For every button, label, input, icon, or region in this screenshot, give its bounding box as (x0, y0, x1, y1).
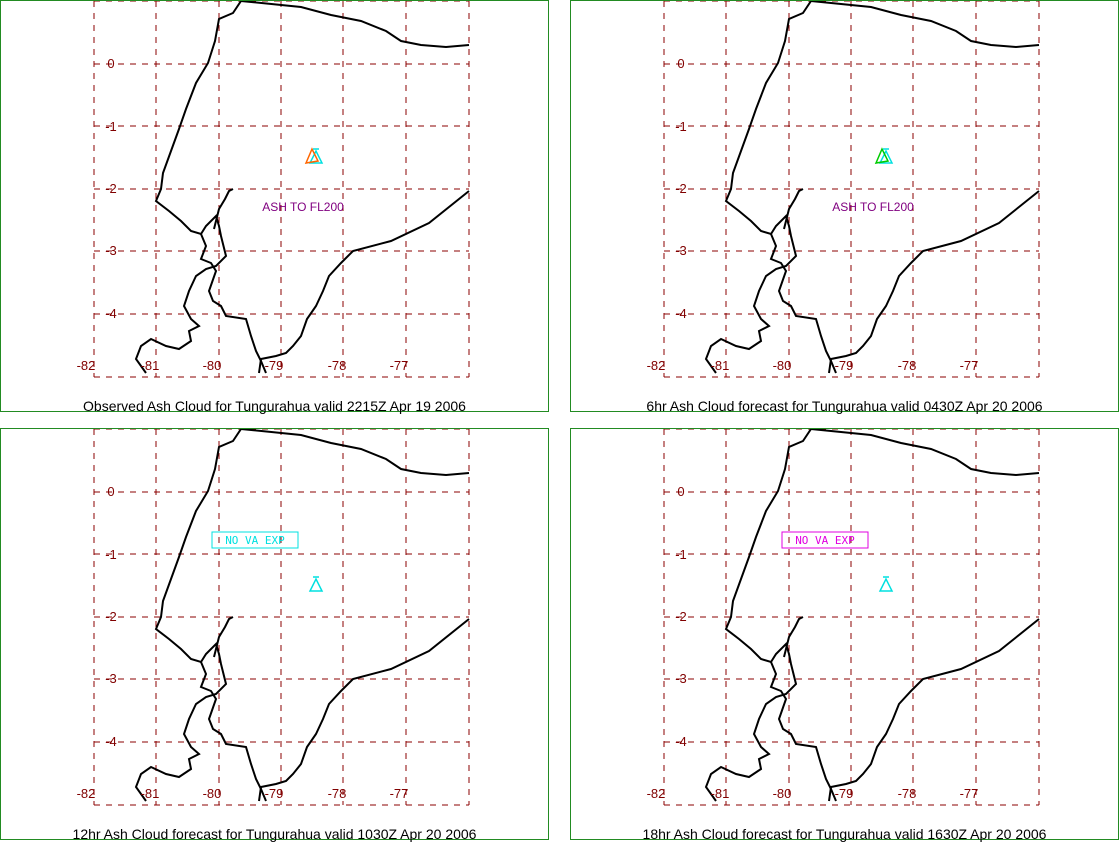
lat-tick-label: -3 (675, 243, 687, 258)
lon-tick-label: -80 (203, 358, 222, 373)
lon-tick-label: -82 (77, 786, 96, 801)
no-va-label: NO VA EXP (225, 534, 285, 547)
panel-caption: Observed Ash Cloud for Tungurahua valid … (83, 398, 466, 414)
ash-cloud-outline (304, 147, 320, 164)
coastline (783, 616, 804, 658)
map-panel: -82 -81 -80 -79 -78 -77 0 -1 -2 -3 -4 NO VA EXP 18hr… (570, 428, 1119, 842)
lat-tick-label: -1 (105, 547, 117, 562)
lat-tick-label: 0 (677, 56, 684, 71)
volcano-icon (878, 148, 894, 164)
lon-tick-label: -77 (960, 358, 979, 373)
coastline (134, 1, 242, 374)
no-va-label: NO VA EXP (795, 534, 855, 547)
coastline (213, 188, 234, 230)
lat-tick-label: -1 (675, 119, 687, 134)
lon-tick-label: -77 (960, 786, 979, 801)
coastline (828, 618, 1040, 802)
lat-tick-label: -4 (105, 306, 117, 321)
lon-tick-label: -79 (265, 358, 284, 373)
lat-tick-label: -2 (675, 181, 687, 196)
map-panel: -82 -81 -80 -79 -78 -77 0 -1 -2 -3 -4 NO VA EXP 12hr… (0, 428, 549, 842)
lat-tick-label: -1 (675, 547, 687, 562)
coastline (769, 233, 837, 374)
ash-cloud-outline (874, 147, 890, 164)
lon-tick-label: -78 (328, 358, 347, 373)
panel-caption: 6hr Ash Cloud forecast for Tungurahua va… (646, 398, 1043, 414)
lon-tick-label: -78 (898, 786, 917, 801)
map-canvas: -82 -81 -80 -79 -78 -77 0 -1 -2 -3 -4 ASH TO FL200 (77, 1, 470, 378)
lat-tick-label: -3 (675, 671, 687, 686)
coastline (769, 661, 837, 802)
coastline (704, 429, 812, 802)
lat-tick-label: -2 (675, 609, 687, 624)
lon-tick-label: -77 (390, 358, 409, 373)
ash-altitude-label: ASH TO FL200 (262, 200, 344, 214)
lon-tick-label: -77 (390, 786, 409, 801)
volcano-icon (308, 148, 324, 164)
lon-tick-label: -81 (711, 786, 730, 801)
lon-tick-label: -80 (773, 786, 792, 801)
lon-tick-label: -81 (141, 358, 160, 373)
lon-tick-label: -82 (647, 358, 666, 373)
ash-altitude-label: ASH TO FL200 (832, 200, 914, 214)
lat-tick-label: -4 (105, 734, 117, 749)
lon-tick-label: -82 (77, 358, 96, 373)
coastline (199, 233, 267, 374)
map-panel: -82 -81 -80 -79 -78 -77 0 -1 -2 -3 -4 ASH TO FL200 6… (570, 0, 1119, 414)
lon-tick-label: -78 (898, 358, 917, 373)
coastline (704, 1, 812, 374)
lat-tick-label: -4 (675, 734, 687, 749)
coastline (810, 1, 1040, 49)
map-canvas: -82 -81 -80 -79 -78 -77 0 -1 -2 -3 -4 NO VA EXP (77, 429, 470, 806)
lon-tick-label: -81 (711, 358, 730, 373)
lon-tick-label: -79 (265, 786, 284, 801)
lat-tick-label: -3 (105, 243, 117, 258)
coastline (258, 618, 470, 802)
lon-tick-label: -79 (835, 358, 854, 373)
map-panel: -82 -81 -80 -79 -78 -77 0 -1 -2 -3 -4 ASH TO FL200 O… (0, 0, 549, 414)
lat-tick-label: -4 (675, 306, 687, 321)
lat-tick-label: -2 (105, 181, 117, 196)
lon-tick-label: -80 (773, 358, 792, 373)
coastline (213, 616, 234, 658)
map-canvas: -82 -81 -80 -79 -78 -77 0 -1 -2 -3 -4 NO VA EXP (647, 429, 1040, 806)
coastline (199, 661, 267, 802)
lon-tick-label: -82 (647, 786, 666, 801)
no-va-box (211, 531, 299, 549)
volcano-icon (878, 576, 894, 592)
coastline (240, 429, 470, 477)
lat-tick-label: -1 (105, 119, 117, 134)
coastline (258, 190, 470, 374)
lat-tick-label: 0 (107, 484, 114, 499)
lon-tick-label: -80 (203, 786, 222, 801)
lat-tick-label: 0 (107, 56, 114, 71)
lon-tick-label: -81 (141, 786, 160, 801)
lat-tick-label: 0 (677, 484, 684, 499)
lon-tick-label: -79 (835, 786, 854, 801)
coastline (828, 190, 1040, 374)
no-va-box (781, 531, 869, 549)
panel-caption: 18hr Ash Cloud forecast for Tungurahua v… (642, 826, 1047, 842)
lon-tick-label: -78 (328, 786, 347, 801)
lat-tick-label: -3 (105, 671, 117, 686)
coastline (240, 1, 470, 49)
coastline (810, 429, 1040, 477)
map-canvas: -82 -81 -80 -79 -78 -77 0 -1 -2 -3 -4 ASH TO FL200 (647, 1, 1040, 378)
panel-caption: 12hr Ash Cloud forecast for Tungurahua v… (72, 826, 477, 842)
volcano-icon (308, 576, 324, 592)
coastline (783, 188, 804, 230)
coastline (134, 429, 242, 802)
lat-tick-label: -2 (105, 609, 117, 624)
